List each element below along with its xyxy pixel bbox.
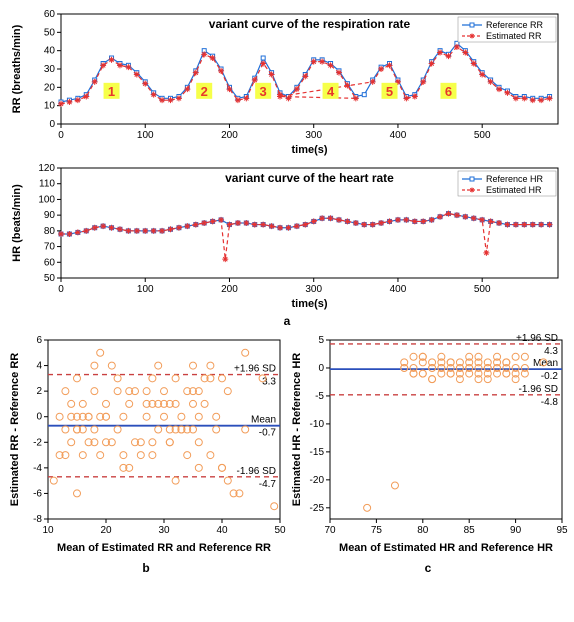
svg-text:50: 50 — [44, 273, 56, 284]
svg-text:4.3: 4.3 — [544, 346, 558, 357]
svg-text:10: 10 — [42, 525, 54, 536]
svg-text:time(s): time(s) — [291, 144, 327, 156]
svg-text:400: 400 — [390, 130, 407, 141]
svg-text:Reference HR: Reference HR — [486, 174, 544, 184]
svg-text:100: 100 — [38, 194, 55, 205]
svg-text:6: 6 — [36, 335, 42, 346]
svg-text:1: 1 — [108, 84, 115, 99]
svg-text:110: 110 — [39, 179, 55, 190]
svg-text:10: 10 — [44, 101, 56, 112]
bland-altman-rr-svg: 10 20 30 40 50 -8 -6 -4 -2 0 2 4 6 Mean of Estimated … — [6, 332, 286, 557]
svg-text:40: 40 — [216, 525, 228, 536]
panel-a-hr: 0 100 200 300 400 500 50 60 70 80 90 100 110 120 time(… — [6, 160, 568, 310]
svg-text:0: 0 — [36, 412, 42, 423]
svg-text:400: 400 — [390, 284, 407, 295]
svg-text:4: 4 — [327, 84, 335, 99]
svg-text:HR (beats/min): HR (beats/min) — [11, 184, 23, 262]
svg-text:-15: -15 — [310, 447, 325, 458]
svg-text:80: 80 — [44, 226, 56, 237]
panel-c: 70 75 80 85 90 95 -25 -20 -15 -10 -5 0 5 Mean of Esti… — [288, 332, 568, 557]
svg-text:5: 5 — [386, 84, 393, 99]
svg-text:50: 50 — [274, 525, 286, 536]
svg-text:time(s): time(s) — [291, 298, 327, 310]
svg-text:20: 20 — [100, 525, 112, 536]
svg-text:-4: -4 — [33, 463, 42, 474]
svg-text:Reference RR: Reference RR — [486, 20, 544, 30]
svg-text:70: 70 — [44, 242, 56, 253]
svg-text:0: 0 — [318, 363, 324, 374]
svg-text:30: 30 — [158, 525, 170, 536]
panel-a-rr: 0 100 200 300 400 500 0 10 20 30 40 50 60 time(s) RR (… — [6, 6, 568, 156]
bland-altman-hr-svg: 70 75 80 85 90 95 -25 -20 -15 -10 -5 0 5 Mean of Esti… — [288, 332, 568, 557]
svg-text:-1.96 SD: -1.96 SD — [519, 384, 558, 395]
svg-text:-5: -5 — [315, 391, 324, 402]
svg-text:60: 60 — [44, 257, 56, 268]
svg-text:-4.7: -4.7 — [259, 479, 277, 490]
svg-text:2: 2 — [201, 84, 208, 99]
svg-text:-0.7: -0.7 — [259, 428, 277, 439]
svg-text:75: 75 — [371, 525, 383, 536]
svg-text:5: 5 — [318, 335, 324, 346]
svg-text:Estimated HR - Reference HR: Estimated HR - Reference HR — [291, 353, 303, 506]
svg-text:120: 120 — [38, 163, 55, 174]
panel-b: 10 20 30 40 50 -8 -6 -4 -2 0 2 4 6 Mean of Estimated … — [6, 332, 286, 557]
svg-text:4: 4 — [36, 361, 42, 372]
svg-text:40: 40 — [44, 46, 56, 57]
svg-text:0: 0 — [58, 284, 64, 295]
svg-text:6: 6 — [445, 84, 452, 99]
svg-text:0: 0 — [49, 119, 55, 130]
hr-chart-svg: 0 100 200 300 400 500 50 60 70 80 90 100 110 120 time(… — [6, 160, 568, 310]
svg-text:95: 95 — [556, 525, 568, 536]
svg-text:Estimated RR - Reference RR: Estimated RR - Reference RR — [9, 353, 21, 506]
svg-text:70: 70 — [324, 525, 336, 536]
rr-chart-svg: 0 100 200 300 400 500 0 10 20 30 40 50 60 time(s) RR (… — [6, 6, 568, 156]
svg-text:-25: -25 — [310, 503, 325, 514]
svg-text:90: 90 — [510, 525, 522, 536]
svg-text:2: 2 — [36, 386, 42, 397]
svg-text:Estimated HR: Estimated HR — [486, 185, 542, 195]
svg-text:-8: -8 — [33, 514, 42, 525]
svg-text:3.3: 3.3 — [262, 377, 276, 388]
svg-text:500: 500 — [474, 130, 491, 141]
svg-text:Mean of Estimated HR and Refer: Mean of Estimated HR and Reference HR — [339, 542, 553, 554]
svg-text:-0.2: -0.2 — [541, 371, 559, 382]
svg-text:-1.96 SD: -1.96 SD — [237, 466, 276, 477]
svg-text:Estimated RR: Estimated RR — [486, 31, 542, 41]
svg-text:variant curve of the heart rat: variant curve of the heart rate — [225, 171, 394, 185]
svg-text:100: 100 — [137, 284, 154, 295]
svg-text:-6: -6 — [33, 488, 42, 499]
svg-text:85: 85 — [464, 525, 476, 536]
svg-text:0: 0 — [58, 130, 64, 141]
svg-text:200: 200 — [221, 284, 238, 295]
svg-text:+1.96 SD: +1.96 SD — [516, 333, 558, 344]
svg-text:100: 100 — [137, 130, 154, 141]
svg-text:-20: -20 — [310, 475, 325, 486]
svg-text:30: 30 — [44, 64, 56, 75]
svg-text:80: 80 — [417, 525, 429, 536]
svg-text:20: 20 — [44, 82, 56, 93]
panel-c-label: c — [288, 561, 568, 575]
svg-text:+1.96 SD: +1.96 SD — [234, 364, 276, 375]
svg-text:RR (breaths/min): RR (breaths/min) — [11, 24, 23, 113]
svg-text:500: 500 — [474, 284, 491, 295]
svg-text:-4.8: -4.8 — [541, 397, 559, 408]
svg-text:300: 300 — [305, 284, 322, 295]
svg-text:-2: -2 — [33, 437, 42, 448]
panel-b-label: b — [6, 561, 286, 575]
svg-text:50: 50 — [44, 27, 56, 38]
panel-a-label: a — [6, 314, 568, 328]
svg-text:3: 3 — [260, 84, 267, 99]
svg-text:Mean: Mean — [251, 415, 276, 426]
svg-text:90: 90 — [44, 210, 56, 221]
svg-text:60: 60 — [44, 9, 56, 20]
svg-text:300: 300 — [305, 130, 322, 141]
svg-text:variant curve of the respirati: variant curve of the respiration rate — [209, 17, 411, 31]
svg-text:Mean of Estimated RR and Refer: Mean of Estimated RR and Reference RR — [57, 542, 271, 554]
svg-text:200: 200 — [221, 130, 238, 141]
svg-text:-10: -10 — [310, 419, 325, 430]
